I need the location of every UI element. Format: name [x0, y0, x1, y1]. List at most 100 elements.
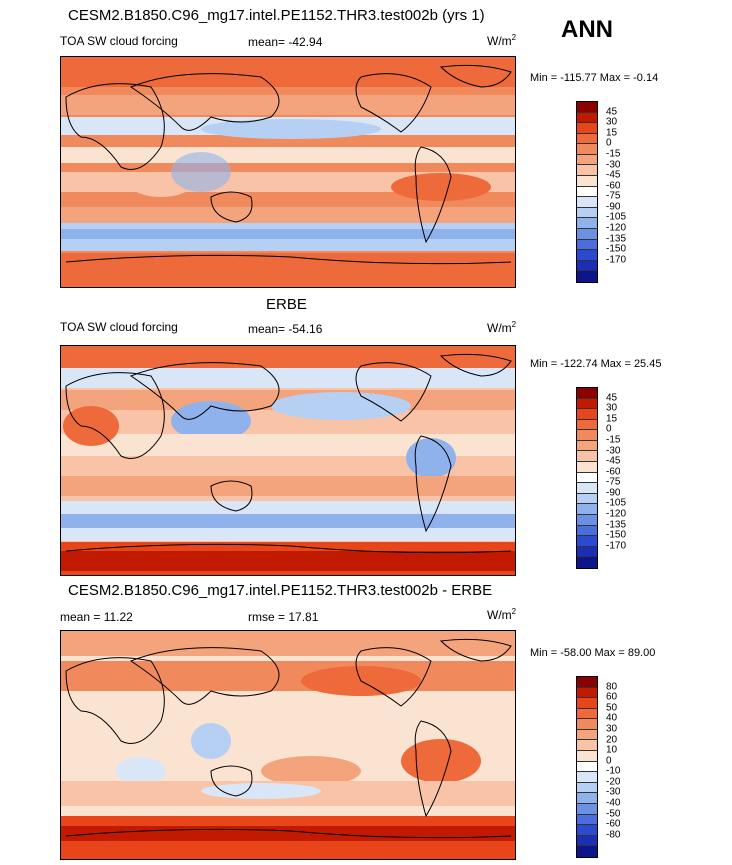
colorbar-tick-label: 20 [606, 734, 618, 746]
colorbar-swatch [577, 740, 597, 752]
colorbar-swatch [577, 546, 597, 558]
colorbar-tick-label: -105 [606, 497, 627, 509]
colorbar-tick-label: -150 [606, 243, 627, 255]
panel1-title: CESM2.B1850.C96_mg17.intel.PE1152.THR3.t… [68, 7, 485, 24]
panel2-map [60, 345, 516, 576]
colorbar-swatch [577, 388, 597, 399]
colorbar-swatch [577, 133, 597, 145]
colorbar-swatch [577, 835, 597, 847]
colorbar-tick-label: -30 [606, 445, 621, 457]
colorbar-tick-label: 80 [606, 681, 618, 693]
colorbar-tick-label: 0 [606, 755, 612, 767]
colorbar-tick-label: -60 [606, 180, 621, 192]
colorbar-swatch [577, 462, 597, 473]
colorbar-swatch [577, 846, 597, 857]
colorbar-swatch [577, 440, 597, 452]
colorbar-tick-label: -45 [606, 455, 621, 467]
colorbar-swatch [577, 102, 597, 113]
colorbar-tick-label: -60 [606, 466, 621, 478]
colorbar-tick-label: -105 [606, 211, 627, 223]
colorbar-tick-label: 10 [606, 744, 618, 756]
colorbar-swatch [577, 271, 597, 282]
colorbar-swatch [577, 123, 597, 134]
colorbar-tick-label: -90 [606, 487, 621, 499]
panel3-title: CESM2.B1850.C96_mg17.intel.PE1152.THR3.t… [68, 582, 493, 599]
panel3-minmax: Min = -58.00 Max = 89.00 [530, 647, 656, 659]
colorbar-tick-label: 30 [606, 402, 618, 414]
panel1-minmax: Min = -115.77 Max = -0.14 [530, 72, 659, 84]
colorbar-swatch [577, 197, 597, 208]
colorbar-tick-label: -30 [606, 159, 621, 171]
colorbar-swatch [577, 803, 597, 815]
colorbar-tick-label: -20 [606, 776, 621, 788]
panel1-colorbar [576, 101, 598, 283]
colorbar-swatch [577, 772, 597, 783]
panel2-minmax: Min = -122.74 Max = 25.45 [530, 358, 662, 370]
panel3-colorbar [576, 676, 598, 858]
colorbar-swatch [577, 218, 597, 229]
panel3-map [60, 630, 516, 860]
colorbar-swatch [577, 176, 597, 187]
colorbar-swatch [577, 825, 597, 836]
colorbar-swatch [577, 677, 597, 688]
colorbar-tick-label: -45 [606, 169, 621, 181]
colorbar-tick-label: -15 [606, 148, 621, 160]
colorbar-swatch [577, 782, 597, 794]
colorbar-tick-label: -80 [606, 829, 621, 841]
colorbar-swatch [577, 239, 597, 251]
panel2-unit: W/m2 [487, 320, 517, 335]
colorbar-swatch [577, 165, 597, 177]
colorbar-swatch [577, 409, 597, 420]
panel2-mean: mean= -54.16 [248, 322, 323, 336]
colorbar-tick-label: -120 [606, 508, 627, 520]
colorbar-tick-label: -75 [606, 190, 621, 202]
colorbar-tick-label: -60 [606, 818, 621, 830]
colorbar-tick-label: -135 [606, 519, 627, 531]
colorbar-tick-label: 15 [606, 413, 618, 425]
colorbar-swatch [577, 536, 597, 547]
colorbar-tick-label: 0 [606, 423, 612, 435]
panel3-unit: W/m2 [487, 607, 517, 622]
colorbar-swatch [577, 708, 597, 720]
colorbar-tick-label: 45 [606, 392, 618, 404]
panel2-colorbar [576, 387, 598, 569]
colorbar-swatch [577, 698, 597, 709]
colorbar-swatch [577, 207, 597, 219]
colorbar-tick-label: -15 [606, 434, 621, 446]
panel1-unit: W/m2 [487, 33, 517, 48]
colorbar-tick-label: -170 [606, 254, 627, 266]
colorbar-tick-label: -150 [606, 529, 627, 541]
colorbar-swatch [577, 504, 597, 515]
colorbar-tick-label: 0 [606, 137, 612, 149]
colorbar-tick-label: -50 [606, 808, 621, 820]
colorbar-tick-label: -170 [606, 540, 627, 552]
panel1-variable: TOA SW cloud forcing [60, 34, 178, 48]
colorbar-swatch [577, 687, 597, 699]
colorbar-swatch [577, 430, 597, 441]
colorbar-swatch [577, 814, 597, 826]
colorbar-swatch [577, 472, 597, 484]
colorbar-swatch [577, 112, 597, 124]
colorbar-swatch [577, 557, 597, 568]
colorbar-swatch [577, 144, 597, 155]
colorbar-swatch [577, 483, 597, 494]
colorbar-swatch [577, 228, 597, 240]
colorbar-swatch [577, 419, 597, 431]
season-label: ANN [561, 16, 613, 43]
panel3-rmse: rmse = 17.81 [248, 610, 319, 624]
colorbar-swatch [577, 793, 597, 804]
colorbar-tick-label: 60 [606, 691, 618, 703]
colorbar-swatch [577, 260, 597, 272]
colorbar-tick-label: 15 [606, 127, 618, 139]
colorbar-swatch [577, 250, 597, 261]
colorbar-tick-label: 30 [606, 116, 618, 128]
colorbar-swatch [577, 729, 597, 741]
colorbar-swatch [577, 398, 597, 410]
colorbar-tick-label: -135 [606, 233, 627, 245]
colorbar-tick-label: -30 [606, 786, 621, 798]
colorbar-tick-label: 45 [606, 106, 618, 118]
colorbar-swatch [577, 493, 597, 505]
colorbar-tick-label: -75 [606, 476, 621, 488]
panel1-map [60, 56, 516, 288]
colorbar-swatch [577, 761, 597, 773]
